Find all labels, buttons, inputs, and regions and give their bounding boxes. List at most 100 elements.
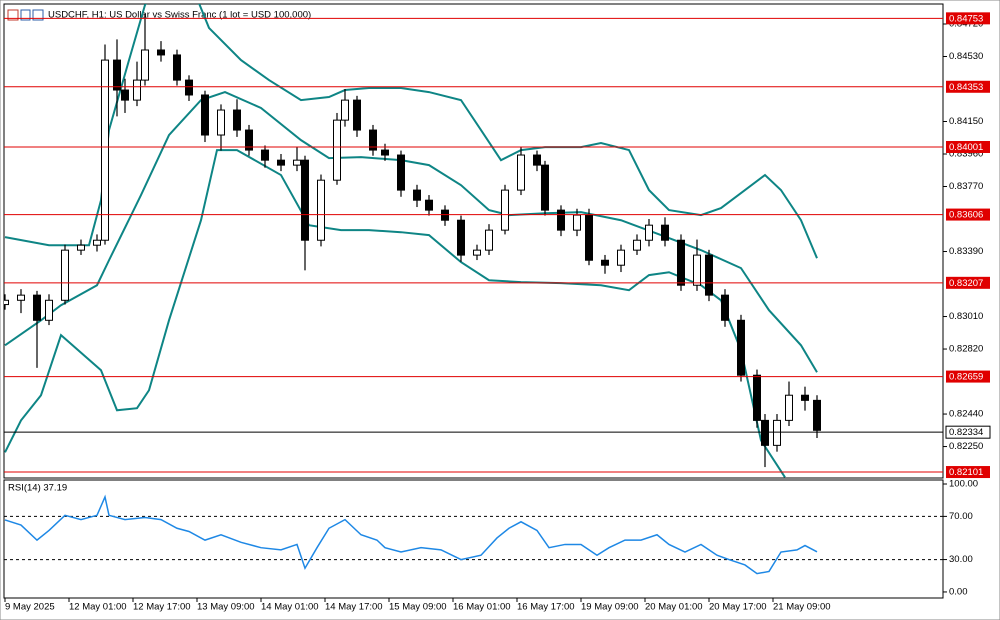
y-tick-label: 100.00 bbox=[949, 479, 978, 490]
toolbar-icons[interactable] bbox=[7, 9, 44, 21]
y-tick-label: 0.83010 bbox=[949, 311, 983, 322]
x-tick-label: 14 May 01:00 bbox=[261, 602, 319, 613]
candle-body bbox=[245, 129, 253, 151]
candle-body bbox=[121, 89, 129, 101]
candle-body bbox=[541, 164, 549, 211]
x-tick-label: 19 May 09:00 bbox=[581, 602, 639, 613]
rsi-title: RSI(14) 37.19 bbox=[8, 483, 67, 494]
x-tick-label: 12 May 17:00 bbox=[133, 602, 191, 613]
candle-body bbox=[441, 209, 449, 221]
bollinger-band bbox=[4, 149, 786, 478]
level-label: 0.84001 bbox=[949, 142, 983, 153]
candle-body bbox=[413, 189, 421, 201]
candle-body bbox=[261, 149, 269, 161]
level-label-box bbox=[946, 276, 990, 289]
candle-body bbox=[45, 299, 53, 321]
level-label: 0.82659 bbox=[949, 372, 983, 383]
candle-body bbox=[157, 49, 165, 56]
bollinger-band bbox=[4, 4, 818, 259]
x-tick-label: 13 May 09:00 bbox=[197, 602, 255, 613]
y-tick-label: 0.82440 bbox=[949, 409, 983, 420]
candle-body bbox=[217, 109, 225, 136]
candle-body bbox=[517, 154, 525, 191]
candle-body bbox=[761, 419, 769, 446]
candle-body bbox=[381, 149, 389, 156]
level-label: 0.84753 bbox=[949, 13, 983, 24]
level-label: 0.82101 bbox=[949, 467, 983, 478]
candle-body bbox=[557, 209, 565, 231]
candle-body bbox=[277, 159, 285, 166]
candle-body bbox=[185, 79, 193, 96]
candle-body bbox=[633, 239, 641, 251]
level-label-box bbox=[946, 80, 990, 93]
candle-body bbox=[33, 294, 41, 321]
candle-body bbox=[133, 79, 141, 101]
candle-body bbox=[473, 249, 481, 256]
plot-area bbox=[4, 494, 943, 575]
x-tick-label: 16 May 17:00 bbox=[517, 602, 575, 613]
icon[interactable] bbox=[7, 9, 19, 21]
level-label-box bbox=[946, 370, 990, 383]
candle-body bbox=[353, 99, 361, 131]
candle-body bbox=[773, 419, 781, 446]
candle-body bbox=[601, 259, 609, 266]
level-label-box bbox=[946, 208, 990, 221]
candle-body bbox=[77, 244, 85, 251]
icon[interactable] bbox=[20, 9, 31, 21]
rsi-panel bbox=[3, 479, 944, 599]
candle-body bbox=[693, 254, 701, 286]
x-tick-label: 20 May 01:00 bbox=[645, 602, 703, 613]
y-tick-label: 0.83960 bbox=[949, 149, 983, 160]
candle-body bbox=[301, 159, 309, 241]
y-tick-label: 0.84530 bbox=[949, 51, 983, 62]
candle-body bbox=[753, 374, 761, 421]
candle-body bbox=[501, 189, 509, 231]
candle-body bbox=[293, 159, 301, 166]
price-label-box bbox=[945, 425, 991, 439]
x-tick-label: 12 May 01:00 bbox=[69, 602, 127, 613]
candle-body bbox=[801, 394, 809, 401]
candle-body bbox=[533, 154, 541, 166]
candle-body bbox=[113, 59, 121, 91]
candle-body bbox=[617, 249, 625, 266]
candle-body bbox=[721, 294, 729, 321]
candle-body bbox=[737, 319, 745, 376]
candle-body bbox=[201, 94, 209, 136]
level-label: 0.83207 bbox=[949, 278, 983, 289]
x-tick-label: 16 May 01:00 bbox=[453, 602, 511, 613]
x-tick-label: 15 May 09:00 bbox=[389, 602, 447, 613]
x-tick-label: 20 May 17:00 bbox=[709, 602, 767, 613]
price-label: 0.82334 bbox=[949, 427, 983, 438]
candle-body bbox=[17, 294, 25, 301]
icon[interactable] bbox=[32, 9, 44, 21]
rsi-line bbox=[4, 494, 818, 575]
candle-body bbox=[705, 254, 713, 296]
candle-body bbox=[4, 299, 9, 306]
candle-body bbox=[785, 394, 793, 421]
y-tick-label: 0.83390 bbox=[949, 246, 983, 257]
candle-body bbox=[397, 154, 405, 191]
candle-body bbox=[61, 249, 69, 301]
level-label: 0.83606 bbox=[949, 210, 983, 221]
y-tick-label: 0.82250 bbox=[949, 441, 983, 452]
candle-body bbox=[457, 219, 465, 256]
candle-body bbox=[425, 199, 433, 211]
plot-area bbox=[4, 4, 821, 478]
candle-body bbox=[677, 239, 685, 286]
candle-body bbox=[233, 109, 241, 131]
candle-body bbox=[101, 59, 109, 241]
level-label-box bbox=[946, 140, 990, 153]
candle-body bbox=[645, 224, 653, 241]
candle-body bbox=[813, 399, 821, 431]
candle-body bbox=[585, 214, 593, 261]
y-tick-label: 30.00 bbox=[949, 554, 973, 565]
x-tick-label: 9 May 2025 bbox=[5, 602, 55, 613]
y-tick-label: 70.00 bbox=[949, 511, 973, 522]
y-tick-label: 0.82820 bbox=[949, 344, 983, 355]
level-label-box bbox=[946, 12, 990, 25]
candle-body bbox=[573, 214, 581, 231]
candle-body bbox=[317, 179, 325, 241]
chart-title: USDCHF, H1: US Dollar vs Swiss Franc (1 … bbox=[48, 10, 311, 21]
x-tick-label: 14 May 17:00 bbox=[325, 602, 383, 613]
candle-body bbox=[93, 239, 101, 246]
